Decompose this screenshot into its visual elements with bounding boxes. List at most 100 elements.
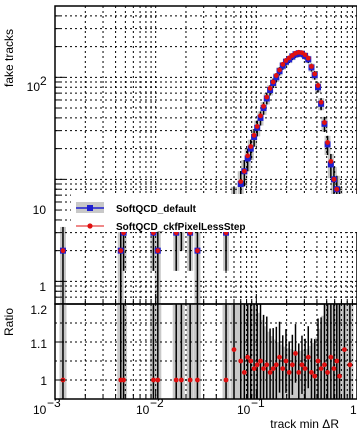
marker-ratio [267, 370, 273, 375]
marker-ckf [248, 144, 254, 149]
marker-ratio [280, 366, 286, 371]
marker-ratio [342, 347, 347, 352]
marker-ratio [337, 373, 342, 379]
marker-ckf [315, 83, 321, 88]
marker-ckf [334, 186, 340, 192]
marker-ratio [245, 354, 251, 360]
marker-ckf [258, 113, 263, 119]
marker-ratio [121, 377, 126, 383]
marker-ckf [325, 140, 330, 145]
marker-ckf [302, 52, 308, 58]
x-tick-label-1: 1 [350, 403, 357, 417]
marker-ratio [258, 358, 263, 364]
marker-ratio [312, 373, 318, 379]
marker-ratio [261, 366, 266, 371]
marker-ckf [312, 71, 318, 77]
marker-ratio [195, 377, 200, 383]
marker-default [244, 155, 251, 162]
marker-ckf [270, 79, 276, 85]
marker-ratio [264, 362, 270, 368]
marker-ratio [173, 377, 179, 383]
legend-label-ckf: SoftQCD_ckfPixelLessStep [116, 222, 246, 233]
marker-ckf [195, 248, 200, 254]
legend-label-default: SoftQCD_default [116, 204, 197, 215]
marker-ckf [118, 248, 124, 254]
x-tick-label-1e-1-exponent: −1 [251, 396, 265, 410]
marker-ckf [318, 99, 324, 105]
legend-marker-ckf [87, 223, 93, 229]
marker-ratio [178, 377, 184, 383]
marker-ratio [289, 362, 295, 368]
top-y-axis-label: fake tracks [2, 29, 16, 87]
marker-ckf [261, 103, 266, 109]
marker-ratio [299, 362, 305, 368]
marker-ratio [241, 370, 247, 375]
x-tick-label-1e-2: 10 [136, 403, 150, 417]
legend-marker-default [87, 205, 93, 211]
top-panel: fake tracks 1 10 10 2 SoftQCD_default So… [2, 5, 357, 305]
x-axis-label: track min ΔR [270, 417, 339, 431]
top-y-tick-label-100: 10 [27, 80, 41, 94]
marker-ratio [273, 362, 279, 368]
marker-ckf [273, 73, 279, 78]
top-ticks [54, 15, 357, 304]
marker-ratio [322, 362, 327, 368]
bottom-y-tick-label-1-2: 1.2 [30, 303, 47, 317]
marker-ckf [251, 132, 257, 138]
marker-ratio [254, 362, 260, 368]
marker-ckf [331, 176, 337, 182]
marker-ckf [328, 158, 334, 164]
marker-ckf [277, 67, 282, 73]
marker-ratio [315, 358, 321, 364]
marker-ratio [286, 370, 292, 375]
marker-ckf [254, 124, 260, 129]
x-tick-label-1e-3-exponent: −3 [47, 396, 61, 410]
bottom-y-tick-label-1: 1 [40, 374, 47, 388]
top-y-tick-label-100-exponent: 2 [40, 74, 47, 88]
marker-ckf [245, 153, 251, 159]
x-tick-label-1e-2-exponent: −2 [150, 396, 164, 410]
marker-ratio [223, 377, 229, 383]
legend-box [71, 194, 357, 232]
marker-ratio [347, 362, 353, 368]
bottom-frame [54, 303, 357, 400]
marker-ckf [60, 248, 66, 254]
marker-ratio [277, 354, 282, 360]
marker-ratio [283, 358, 289, 364]
marker-ckf [305, 55, 311, 61]
marker-ckf [238, 179, 244, 185]
marker-ratio [302, 366, 308, 371]
bottom-y-axis-label: Ratio [2, 308, 16, 336]
legend: SoftQCD_default SoftQCD_ckfPixelLessStep [71, 194, 357, 233]
marker-ckf [280, 61, 286, 67]
x-tick-label-1e-3: 10 [33, 403, 47, 417]
marker-ratio [155, 377, 161, 383]
marker-ratio [296, 370, 302, 375]
marker-ratio [293, 351, 298, 356]
marker-ckf [283, 58, 289, 63]
marker-ckf [322, 120, 327, 125]
marker-ratio [251, 366, 257, 371]
marker-ratio [328, 354, 334, 360]
top-y-tick-label-10: 10 [33, 203, 47, 217]
marker-ratio [248, 358, 254, 364]
bottom-ticks [54, 303, 357, 399]
x-tick-label-1e-1: 10 [237, 403, 251, 417]
bottom-error-bars [62, 304, 351, 399]
bottom-panel: Ratio 1 1.1 1.2 10 −3 10 −2 10 −1 1 trac… [2, 303, 357, 431]
marker-ratio [309, 370, 314, 375]
top-y-tick-label-1: 1 [39, 280, 46, 294]
bottom-markers [60, 347, 353, 383]
marker-ratio [151, 377, 156, 383]
marker-ckf [155, 248, 161, 254]
marker-ratio [318, 366, 324, 371]
marker-ratio [238, 358, 244, 364]
marker-ckf [309, 63, 314, 69]
bottom-y-tick-label-1-1: 1.1 [30, 337, 47, 351]
marker-ratio [334, 358, 340, 364]
marker-ratio [270, 366, 276, 371]
marker-ratio [331, 366, 337, 371]
marker-ratio [231, 347, 237, 352]
marker-ckf [241, 168, 247, 174]
marker-ratio [325, 370, 330, 375]
